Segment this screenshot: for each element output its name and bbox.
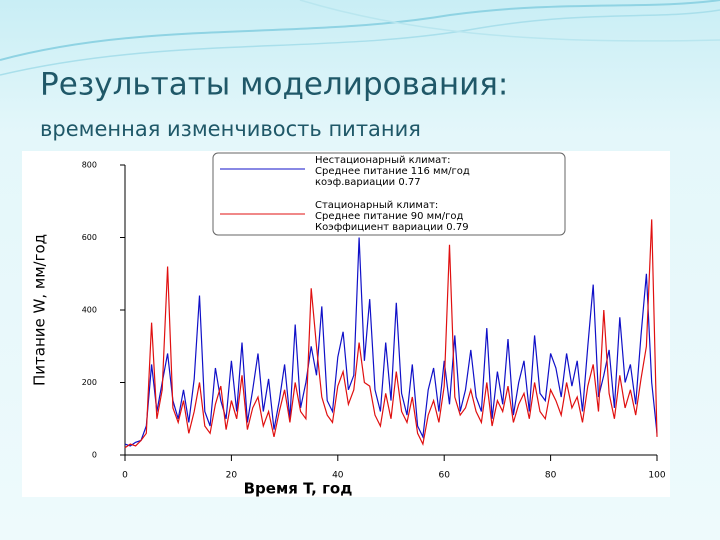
x-tick-label: 20	[226, 471, 238, 481]
decor-wave	[0, 0, 720, 61]
slide-subtitle: временная изменчивость питания	[40, 117, 421, 141]
decor-wave	[299, 0, 720, 42]
legend-detail: Среднее питание 90 мм/год	[315, 211, 464, 222]
legend-detail: Среднее питание 116 мм/год	[315, 166, 470, 177]
series-line	[124, 237, 658, 447]
x-tick-label: 100	[648, 471, 665, 481]
y-axis-title: Питание W, мм/год	[31, 234, 49, 386]
y-tick-label: 0	[92, 451, 97, 460]
x-tick-label: 80	[545, 471, 557, 481]
y-tick-label: 400	[82, 306, 97, 315]
y-tick-label: 600	[82, 233, 97, 242]
legend-label: Нестационарный климат:	[315, 155, 450, 166]
y-tick-label: 800	[82, 161, 97, 170]
legend-label: Стационарный климат:	[315, 200, 438, 211]
y-tick-label: 200	[82, 378, 97, 387]
slide-title: Результаты моделирования:	[40, 67, 508, 103]
x-tick-label: 40	[332, 471, 344, 481]
x-tick-label: 0	[122, 471, 128, 481]
series-line	[124, 219, 658, 449]
x-tick-label: 60	[438, 471, 450, 481]
legend-detail: Коэффициент вариации 0.79	[315, 222, 469, 233]
x-axis-title: Время T, год	[244, 480, 353, 498]
legend-detail: коэф.вариации 0.77	[315, 177, 421, 188]
decor-wave	[0, 9, 720, 76]
